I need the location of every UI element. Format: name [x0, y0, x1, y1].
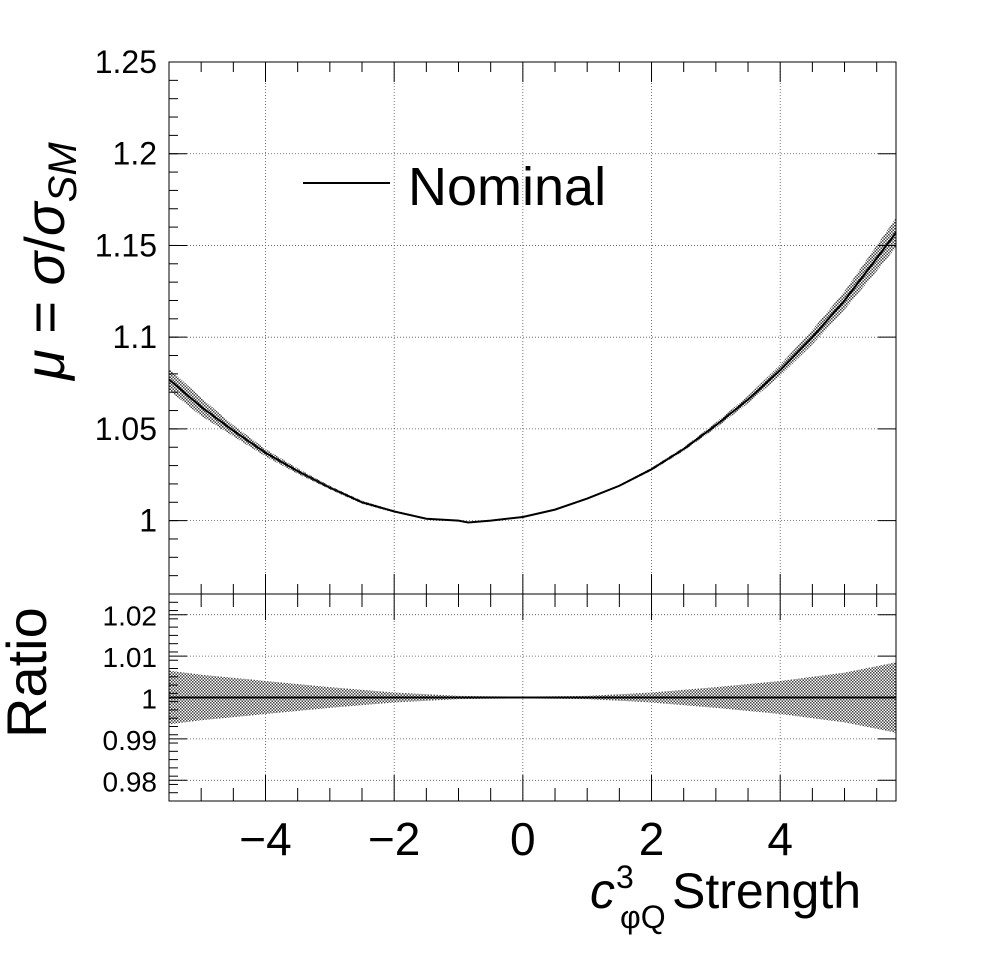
upper-y-tick-labels: 1 1.05 1.1 1.15 1.2 1.25: [95, 44, 157, 539]
y-tick-label-4: 1.2: [113, 136, 157, 172]
lower-y-tick-labels: 0.98 0.99 1 1.01 1.02: [103, 601, 158, 798]
upper-y-axis-label: μ = σ/σSM: [13, 142, 85, 382]
x-tick-label-1: −2: [368, 813, 420, 865]
y-tick-label-0: 1: [139, 503, 157, 539]
lower-panel: 0.98 0.99 1 1.01 1.02 −4 −2 0 2 4 Ratio c 3 φQ S…: [0, 593, 897, 939]
x-tick-label-0: −4: [239, 813, 291, 865]
x-tick-labels: −4 −2 0 2 4: [239, 813, 793, 865]
x-axis-label: c 3 φQ Strength: [590, 843, 861, 939]
x-label-sup: 3: [616, 859, 634, 895]
y-tick-label-1: 1.05: [95, 411, 157, 447]
y-tick-label-2: 1: [141, 684, 157, 715]
upper-panel: 11.051.11.151.21.25 Nominal μ = σ/σSM: [13, 44, 897, 595]
y-tick-label-1: 0.99: [103, 725, 158, 756]
y-tick-label-3: 1.15: [95, 227, 157, 263]
y-tick-label-5: 1.25: [95, 44, 157, 80]
upper-nominal-line: [168, 232, 897, 524]
lower-ticks: [168, 593, 896, 802]
legend-label: Nominal: [408, 157, 606, 217]
y-tick-label-0: 0.98: [103, 766, 158, 797]
upper-grid: [169, 62, 896, 594]
y-label-sigma: σ: [13, 249, 76, 285]
x-label-c: c: [590, 863, 615, 919]
y-label-sigma2: σ: [13, 200, 76, 236]
legend: Nominal: [303, 157, 606, 217]
x-tick-label-2: 0: [510, 813, 536, 865]
lower-y-axis-label: Ratio: [0, 607, 58, 738]
upper-uncertainty-band: [169, 217, 896, 523]
y-label-sub: SM: [41, 142, 85, 203]
y-label-slash: /: [13, 236, 76, 252]
y-label-mu: μ: [13, 349, 76, 382]
x-label-sub: φQ: [620, 899, 666, 935]
y-tick-label-4: 1.02: [103, 601, 158, 632]
lower-frame: [168, 593, 897, 802]
x-tick-label-4: 4: [767, 813, 793, 865]
x-tick-label-3: 2: [639, 813, 665, 865]
y-label-eq: =: [13, 285, 76, 349]
y-tick-label-3: 1.01: [103, 642, 158, 673]
x-label-rest: Strength: [672, 863, 861, 919]
y-tick-label-2: 1.1: [113, 319, 157, 355]
